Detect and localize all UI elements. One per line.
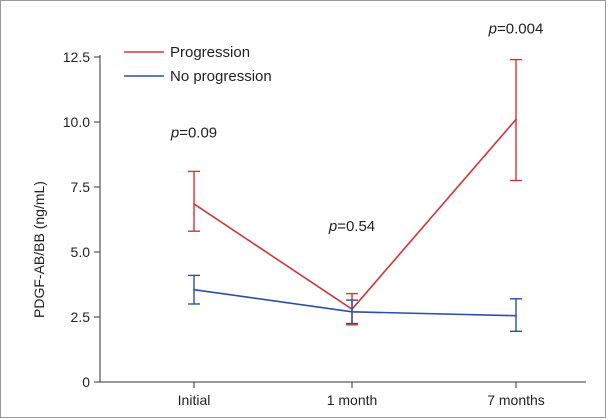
- series-layer: [188, 58, 522, 332]
- series-0: [188, 58, 522, 326]
- y-axis-label: PDGF-AB/BB (ng/mL): [31, 181, 47, 318]
- data-point: [515, 314, 517, 317]
- legend-label: Progression: [170, 44, 250, 61]
- y-tick-label: 0: [82, 374, 90, 390]
- data-point: [193, 288, 195, 291]
- x-ticks: Initial 1 month 7 months: [178, 382, 545, 408]
- series-line: [193, 118, 517, 311]
- p-value-annotation: p=0.54: [328, 218, 375, 235]
- p-value-annotation: p=0.09: [170, 125, 217, 142]
- data-point: [515, 118, 517, 121]
- error-bar: [346, 299, 358, 325]
- error-bar: [510, 58, 522, 182]
- y-tick-label: 5.0: [71, 244, 91, 260]
- x-tick-label: Initial: [178, 392, 211, 408]
- x-tick-label: 7 months: [487, 392, 545, 408]
- error-bar: [188, 274, 200, 305]
- data-point: [351, 311, 353, 313]
- y-tick-label: 2.5: [71, 309, 91, 325]
- legend-item: Progression: [124, 44, 250, 61]
- y-tick-label: 10.0: [63, 114, 90, 130]
- y-ticks: 0 2.5 5.0 7.5 10.0 12.5: [63, 49, 100, 390]
- series-1: [188, 274, 522, 332]
- error-bar: [510, 298, 522, 332]
- y-tick-label: 12.5: [63, 49, 90, 65]
- data-point: [193, 203, 195, 205]
- y-tick-label: 7.5: [71, 179, 91, 195]
- error-bar: [188, 170, 200, 232]
- p-value-annotation: p=0.004: [488, 21, 544, 38]
- legend: Progression No progression: [124, 44, 272, 85]
- legend-label: No progression: [170, 68, 272, 85]
- x-tick-label: 1 month: [327, 392, 378, 408]
- axes: [99, 55, 586, 383]
- annotations: p=0.09 p=0.54 p=0.004: [170, 21, 543, 236]
- legend-item: No progression: [124, 68, 272, 85]
